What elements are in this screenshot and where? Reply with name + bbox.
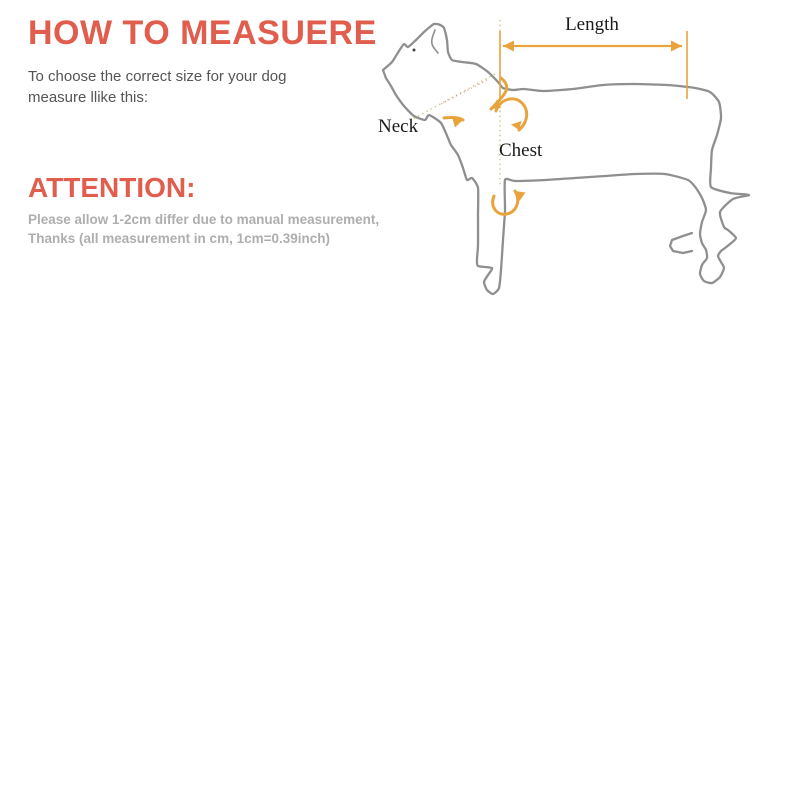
svg-text:Neck: Neck [378,116,419,137]
svg-text:Chest: Chest [499,140,543,161]
svg-text:Length: Length [565,14,619,35]
